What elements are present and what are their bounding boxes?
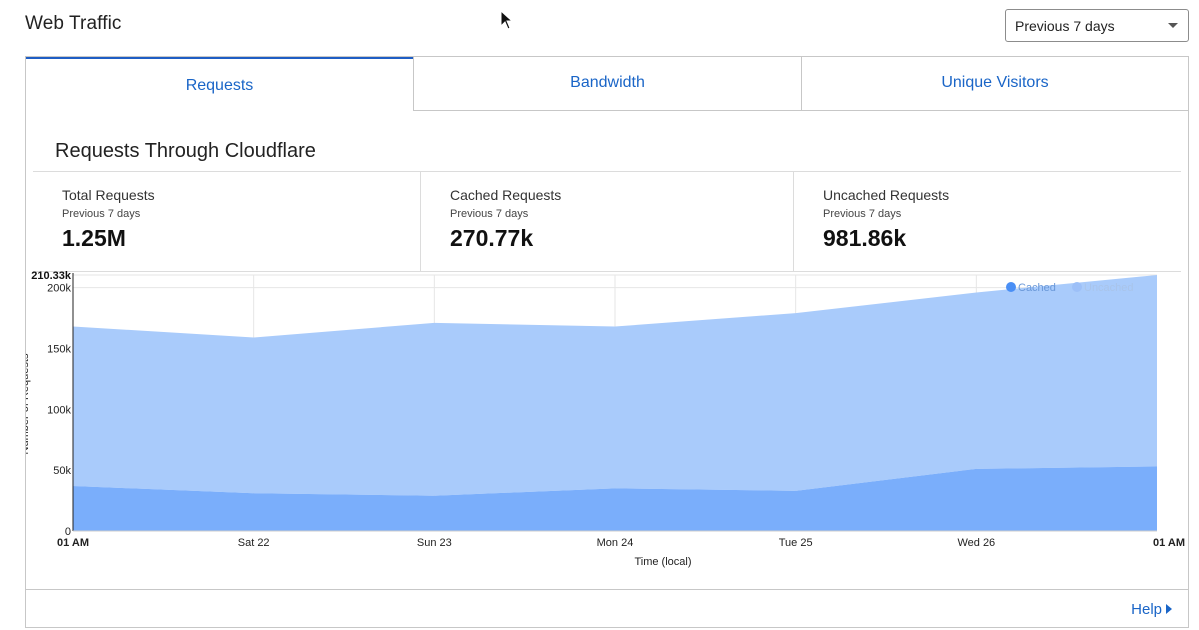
y-tick-label: 50k	[53, 465, 71, 477]
x-tick-label: Sat 22	[238, 537, 270, 549]
stat-total-requests: Total Requests Previous 7 days 1.25M	[33, 172, 420, 272]
stat-value: 1.25M	[62, 225, 126, 251]
x-axis-title: Time (local)	[634, 556, 691, 568]
legend-label-uncached: Uncached	[1084, 282, 1134, 294]
y-axis-title: Number of Requests	[26, 353, 31, 454]
stat-period: Previous 7 days	[823, 208, 902, 220]
caret-right-icon	[1166, 604, 1172, 614]
stat-label: Cached Requests	[450, 187, 562, 203]
y-tick-label: 150k	[47, 343, 71, 355]
traffic-card: Requests Bandwidth Unique Visitors Reque…	[25, 56, 1189, 628]
tab-unique-visitors[interactable]: Unique Visitors	[801, 57, 1188, 111]
legend-marker-uncached	[1072, 282, 1082, 292]
stat-label: Total Requests	[62, 187, 155, 203]
mouse-cursor-icon	[500, 10, 514, 30]
stat-uncached-requests: Uncached Requests Previous 7 days 981.86…	[793, 172, 1181, 272]
help-label: Help	[1131, 601, 1162, 618]
page-title: Web Traffic	[25, 13, 122, 34]
date-range-value: Previous 7 days	[1015, 18, 1115, 34]
date-range-select[interactable]: Previous 7 days	[1005, 9, 1189, 42]
x-tick-label: 01 AM	[1153, 537, 1185, 549]
stats-row: Total Requests Previous 7 days 1.25M Cac…	[33, 171, 1181, 272]
footer-divider	[26, 589, 1188, 590]
tab-requests[interactable]: Requests	[26, 57, 413, 111]
y-tick-label: 0	[65, 526, 71, 538]
help-link[interactable]: Help	[1131, 601, 1172, 618]
x-tick-label: Sun 23	[417, 537, 452, 549]
section-title: Requests Through Cloudflare	[55, 140, 316, 162]
chevron-down-icon	[1168, 23, 1178, 28]
y-max-label: 210.33k	[31, 270, 72, 282]
stat-period: Previous 7 days	[62, 208, 141, 220]
stat-value: 270.77k	[450, 225, 534, 251]
x-tick-label: Tue 25	[779, 537, 813, 549]
stat-value: 981.86k	[823, 225, 907, 251]
x-tick-label: Mon 24	[597, 537, 634, 549]
legend-marker-cached	[1006, 282, 1016, 292]
stat-label: Uncached Requests	[823, 187, 950, 203]
stat-period: Previous 7 days	[450, 208, 529, 220]
tab-bandwidth[interactable]: Bandwidth	[413, 57, 801, 111]
y-tick-label: 100k	[47, 404, 71, 416]
y-tick-label: 200k	[47, 283, 71, 295]
series-area-cached	[73, 466, 1157, 531]
legend-label-cached: Cached	[1018, 282, 1056, 294]
tab-bar: Requests Bandwidth Unique Visitors	[26, 57, 1188, 111]
stat-cached-requests: Cached Requests Previous 7 days 270.77k	[420, 172, 794, 272]
series-area-uncached	[73, 275, 1157, 496]
x-tick-label: 01 AM	[57, 537, 89, 549]
x-tick-label: Wed 26	[957, 537, 995, 549]
